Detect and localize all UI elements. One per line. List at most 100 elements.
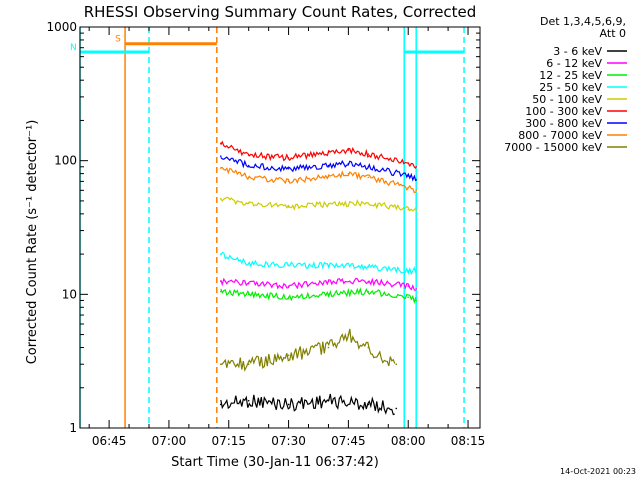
series-12-25-kev-point-4 — [367, 290, 370, 293]
series-100-300-kev-point-5 — [367, 153, 370, 155]
series-7000-15000-kev-point-3 — [327, 346, 330, 349]
series-6-12-kev-line — [220, 277, 416, 291]
series-800-7000-kev-point-6 — [407, 186, 410, 189]
series-100-300-kev-point-2 — [287, 157, 290, 159]
series-7000-15000-kev-point-0 — [219, 363, 222, 366]
x-axis-label: Start Time (30-Jan-11 06:37:42) — [171, 455, 379, 470]
y-tick-label-1: 10 — [62, 287, 77, 301]
series-800-7000-kev-point-7 — [415, 189, 417, 192]
series-50-100-kev-line — [220, 196, 417, 212]
series-12-25-kev-point-1 — [247, 293, 250, 296]
series-12-25-kev-point-5 — [407, 296, 410, 299]
chart-marks: SN — [70, 27, 465, 428]
series-6-12-kev-point-3 — [327, 280, 330, 283]
y-tick-label-3: 1000 — [46, 20, 77, 34]
series-50-100-kev-point-2 — [287, 206, 290, 208]
x-tick-label-4: 07:45 — [331, 434, 366, 448]
y-tick-label-2: 100 — [54, 154, 77, 168]
series-300-800-kev-point-3 — [327, 164, 330, 167]
series-50-100-kev-point-3 — [327, 203, 330, 206]
legend-item-50-100-kev-label: 50 - 100 keV — [532, 93, 602, 106]
series-6-12-kev-point-1 — [247, 282, 250, 285]
series-6-12-kev-point-4 — [367, 280, 370, 283]
flag-label-1: N — [70, 43, 77, 53]
series-300-800-kev-line — [220, 156, 417, 182]
series-300-800-kev-point-2 — [287, 167, 290, 170]
series-800-7000-kev-point-2 — [287, 180, 290, 183]
series-50-100-kev-point-5 — [407, 208, 410, 211]
series-3-6-kev-point-0 — [219, 403, 222, 406]
series-7000-15000-kev-point-1 — [247, 363, 250, 366]
series-3-6-kev-point-1 — [247, 399, 250, 402]
series-7000-15000-kev-point-4 — [347, 333, 350, 336]
chart-axes: 1 10 100 1000 06:45 07:00 07:15 07:30 07:45 08:00… — [46, 20, 485, 448]
series-100-300-kev-line — [220, 140, 417, 169]
series-25-50-kev-point-5 — [407, 269, 410, 272]
series-3-6-kev-point-5 — [395, 407, 398, 410]
series-25-50-kev-line — [220, 251, 417, 276]
series-25-50-kev-point-1 — [247, 262, 250, 265]
series-50-100-kev-point-1 — [247, 202, 250, 205]
series-100-300-kev-point-3 — [327, 151, 330, 154]
series-25-50-kev-point-2 — [287, 264, 290, 267]
series-12-25-kev-point-2 — [287, 296, 290, 299]
series-800-7000-kev-point-5 — [367, 176, 370, 179]
x-tick-label-5: 08:00 — [391, 434, 426, 448]
series-3-6-kev-line — [220, 393, 395, 416]
series-6-12-kev-point-6 — [415, 288, 417, 290]
legend-item-12-25-kev-label: 12 - 25 keV — [539, 69, 602, 82]
series-7000-15000-kev-point-6 — [395, 363, 398, 366]
series-300-800-kev-point-4 — [347, 162, 350, 165]
series-300-800-kev-point-6 — [407, 175, 410, 177]
series-800-7000-kev-line — [220, 166, 416, 194]
y-axis-label: Corrected Count Rate (s⁻¹ detector⁻¹) — [25, 120, 40, 365]
chart-title: RHESSI Observing Summary Count Rates, Co… — [84, 3, 477, 21]
series-100-300-kev-point-6 — [407, 162, 410, 164]
detector-info-line-1: Det 1,3,4,5,6,9, — [540, 15, 626, 28]
legend-item-6-12-kev-label: 6 - 12 keV — [546, 57, 602, 70]
footer-date: 14-Oct-2021 00:23 — [560, 467, 636, 476]
series-800-7000-kev-point-0 — [219, 167, 222, 169]
legend-item-3-6-kev-label: 3 - 6 keV — [553, 45, 602, 58]
series-800-7000-kev-point-1 — [247, 176, 250, 179]
series-50-100-kev-point-4 — [367, 202, 370, 205]
x-tick-label-6: 08:15 — [451, 434, 486, 448]
series-800-7000-kev-point-4 — [347, 172, 350, 175]
series-100-300-kev-point-1 — [247, 154, 250, 156]
series-300-800-kev-point-7 — [415, 178, 417, 181]
series-7000-15000-kev-point-5 — [367, 346, 370, 349]
legend-item-25-50-kev-label: 25 - 50 keV — [539, 81, 602, 94]
series-6-12-kev-point-0 — [219, 280, 222, 283]
x-tick-label-1: 07:00 — [152, 434, 187, 448]
series-7000-15000-kev-line — [220, 328, 396, 372]
legend-item-7000-15000-kev-label: 7000 - 15000 keV — [504, 141, 602, 154]
series-12-25-kev-line — [220, 287, 417, 305]
series-6-12-kev-point-2 — [287, 285, 290, 288]
legend-item-100-300-kev-label: 100 - 300 keV — [525, 105, 602, 118]
series-3-6-kev-point-3 — [327, 399, 330, 402]
series-6-12-kev-point-5 — [407, 285, 410, 288]
flag-label-0: S — [115, 35, 121, 45]
legend-item-300-800-kev-label: 300 - 800 keV — [525, 117, 602, 130]
detector-info-line-2: Att 0 — [600, 27, 626, 40]
series-25-50-kev-point-6 — [415, 269, 417, 272]
series-100-300-kev-point-4 — [347, 149, 350, 151]
series-12-25-kev-point-3 — [327, 293, 330, 296]
series-300-800-kev-point-0 — [219, 155, 222, 157]
series-50-100-kev-point-0 — [219, 197, 222, 200]
series-25-50-kev-point-3 — [327, 264, 330, 267]
series-3-6-kev-point-4 — [367, 403, 370, 406]
series-12-25-kev-point-6 — [415, 299, 417, 302]
plot-frame — [79, 26, 481, 429]
series-100-300-kev-point-7 — [415, 165, 417, 168]
series-12-25-kev-point-0 — [219, 290, 222, 293]
series-800-7000-kev-point-3 — [327, 175, 330, 178]
series-25-50-kev-point-4 — [367, 266, 370, 268]
series-7000-15000-kev-point-2 — [287, 354, 290, 357]
y-tick-label-0: 1 — [69, 421, 77, 435]
series-25-50-kev-point-0 — [219, 253, 222, 255]
series-300-800-kev-point-5 — [367, 165, 370, 168]
x-tick-label-3: 07:30 — [271, 434, 306, 448]
